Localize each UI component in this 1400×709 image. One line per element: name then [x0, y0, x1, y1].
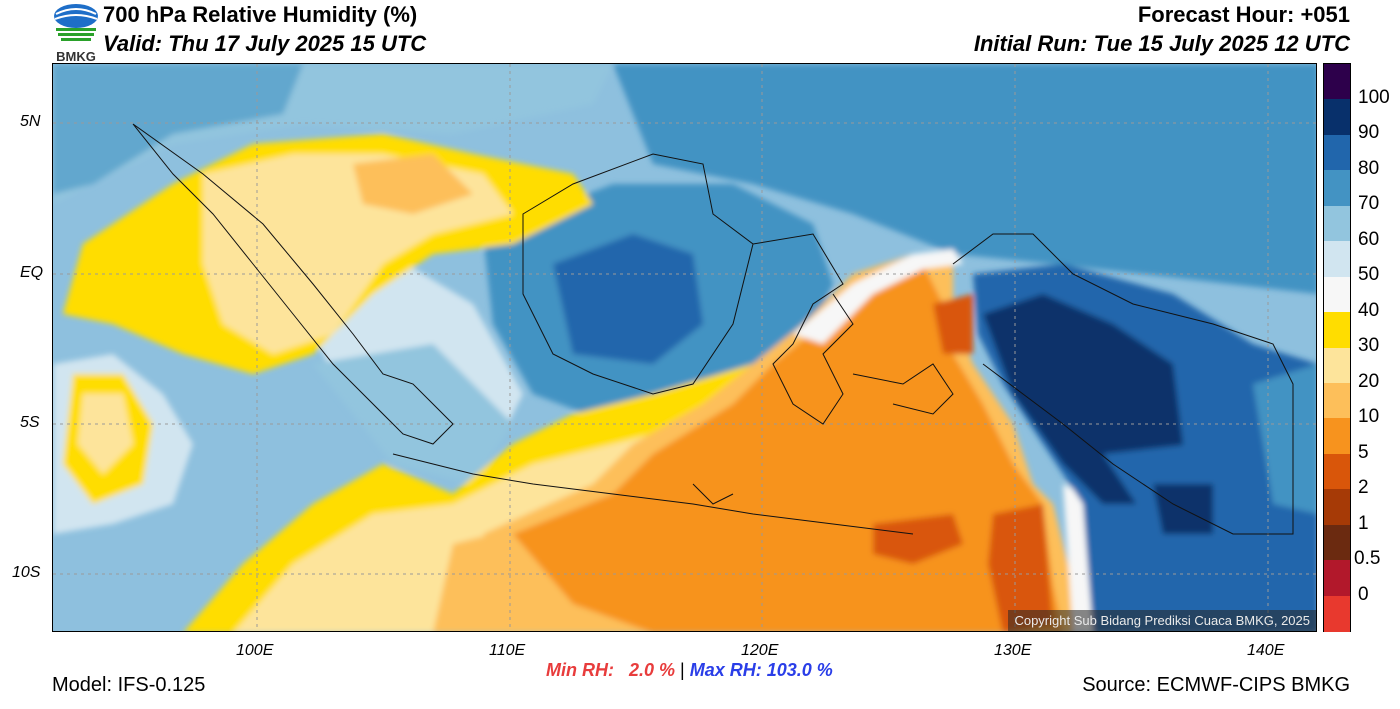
colorbar-label: 10 — [1358, 406, 1380, 427]
colorbar-swatch — [1324, 205, 1350, 242]
bmkg-logo-icon — [54, 4, 98, 41]
humidity-map: Copyright Sub Bidang Prediksi Cuaca BMKG… — [52, 63, 1317, 632]
colorbar-swatch — [1324, 241, 1350, 278]
model-label: Model: IFS-0.125 — [52, 674, 206, 696]
logo-text: BMKG — [56, 49, 96, 64]
chart-title: 700 hPa Relative Humidity (%) — [103, 2, 418, 27]
lon-label-110e: 110E — [489, 642, 526, 659]
colorbar-label: 1 — [1358, 513, 1369, 534]
colorbar-label: 100 — [1358, 87, 1390, 108]
forecast-hour: Forecast Hour: +051 — [1137, 2, 1350, 27]
lat-label-5n: 5N — [20, 113, 41, 130]
bmkg-logo: BMKG — [52, 2, 100, 64]
colorbar-label: 2 — [1358, 477, 1369, 498]
colorbar-label: 60 — [1358, 229, 1380, 250]
colorbar-swatch — [1324, 170, 1350, 207]
humidity-field — [53, 64, 1316, 631]
colorbar-swatch — [1324, 560, 1350, 597]
colorbar-label: 20 — [1358, 371, 1380, 392]
colorbar-swatch — [1324, 382, 1350, 419]
colorbar-swatch — [1324, 347, 1350, 384]
valid-time: Valid: Thu 17 July 2025 15 UTC — [103, 31, 427, 56]
lon-label-120e: 120E — [741, 642, 779, 659]
min-max-rh: Min RH: 2.0 % | Max RH: 103.0 % — [546, 660, 833, 681]
colorbar-swatch — [1324, 64, 1350, 100]
colorbar-label: 90 — [1358, 122, 1380, 143]
copyright-notice: Copyright Sub Bidang Prediksi Cuaca BMKG… — [1008, 610, 1316, 631]
colorbar-label: 80 — [1358, 158, 1380, 179]
colorbar-swatch — [1324, 453, 1350, 490]
initial-run: Initial Run: Tue 15 July 2025 12 UTC — [973, 31, 1350, 56]
lat-label-5s: 5S — [20, 414, 40, 431]
colorbar-swatch — [1324, 595, 1350, 632]
source-label: Source: ECMWF-CIPS BMKG — [1082, 674, 1350, 696]
min-rh: Min RH: 2.0 % — [546, 660, 676, 680]
colorbar-swatch — [1324, 418, 1350, 455]
colorbar-label: 40 — [1358, 300, 1380, 321]
colorbar-label: 0 — [1358, 584, 1369, 605]
lon-label-100e: 100E — [236, 642, 274, 659]
colorbar-swatch — [1324, 276, 1350, 313]
colorbar — [1323, 63, 1351, 632]
colorbar-swatch — [1324, 99, 1350, 136]
colorbar-swatch — [1324, 312, 1350, 348]
colorbar-label: 5 — [1358, 442, 1369, 463]
lon-label-140e: 140E — [1247, 642, 1285, 659]
colorbar-label: 0.5 — [1354, 548, 1381, 569]
colorbar-swatch — [1324, 524, 1350, 561]
max-rh: Max RH: 103.0 % — [689, 660, 833, 680]
colorbar-swatch — [1324, 489, 1350, 526]
colorbar-label: 30 — [1358, 335, 1380, 356]
graticule — [53, 64, 1316, 631]
colorbar-label: 70 — [1358, 193, 1380, 214]
lon-label-130e: 130E — [994, 642, 1032, 659]
colorbar-label: 50 — [1358, 264, 1380, 285]
coastlines — [132, 123, 1294, 535]
colorbar-swatch — [1324, 134, 1350, 171]
rh-separator: | — [675, 660, 690, 680]
lat-label-10s: 10S — [12, 564, 41, 581]
lat-label-eq: EQ — [20, 264, 44, 281]
